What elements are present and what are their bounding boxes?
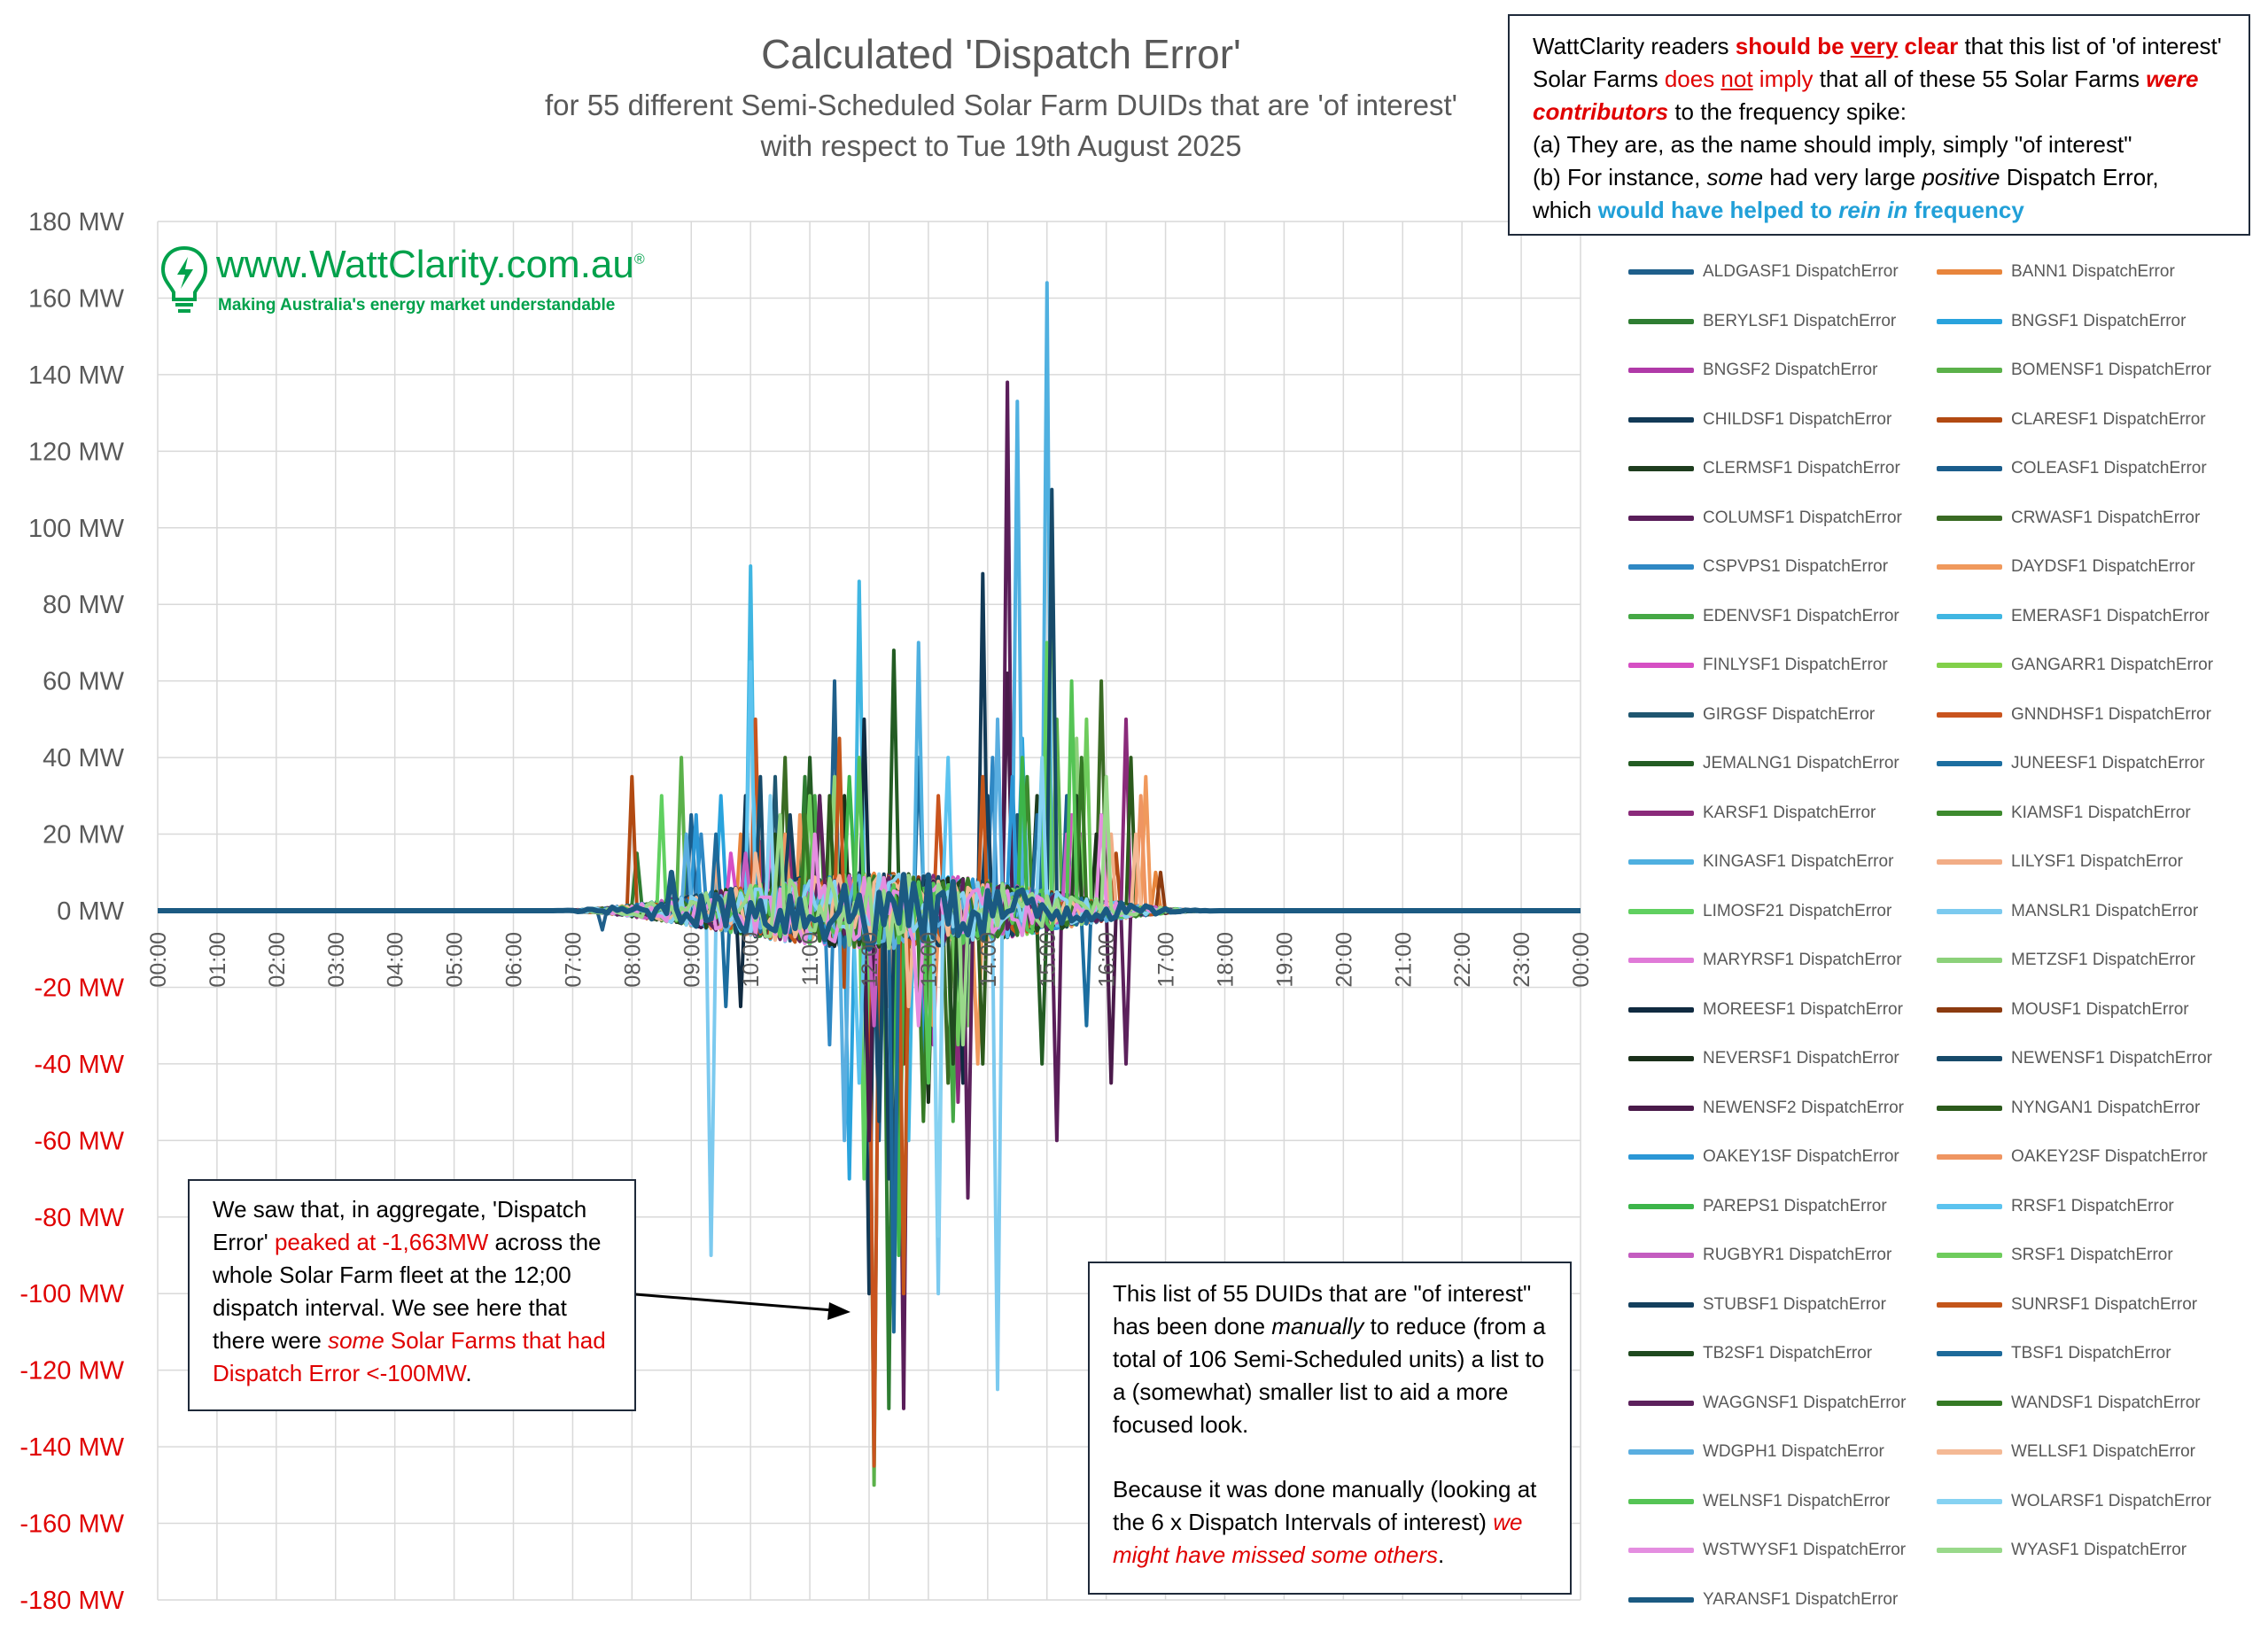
annotation-top-line-1: WattClarity readers should be very clear… [1533, 33, 2222, 125]
annotation-left: We saw that, in aggregate, 'Dispatch Err… [188, 1179, 636, 1411]
y-tick-label: -60 MW [35, 1127, 125, 1155]
annotation-top-right: WattClarity readers should be very clear… [1508, 14, 2250, 236]
annotation-top-line-c: which would have helped to rein in frequ… [1533, 197, 2024, 223]
series-layer [158, 281, 1581, 1487]
x-tick-label: 21:00 [1391, 932, 1416, 988]
x-tick-label: 12:00 [858, 932, 882, 988]
series-line-yaransf1 [158, 869, 1581, 952]
logo-url-text: www.WattClarity.com.au® [216, 243, 645, 286]
y-tick-label: 80 MW [43, 591, 124, 619]
y-tick-label: -160 MW [19, 1510, 124, 1539]
x-tick-label: 19:00 [1272, 932, 1297, 988]
chart-subtitle-line-2: with respect to Tue 19th August 2025 [760, 129, 1242, 162]
y-tick-label: -80 MW [35, 1204, 125, 1232]
lightbulb-icon [160, 245, 208, 313]
x-tick-label: 17:00 [1154, 932, 1179, 988]
annotation-bottom-paragraph-2: Because it was done manually (looking at… [1113, 1476, 1537, 1568]
y-tick-label: 60 MW [43, 668, 124, 696]
x-tick-label: 05:00 [443, 932, 468, 988]
annotation-arrow-head [827, 1302, 850, 1320]
chart-subtitle-line-1: for 55 different Semi-Scheduled Solar Fa… [545, 89, 1457, 121]
y-tick-label: -20 MW [35, 974, 125, 1002]
x-tick-label: 11:00 [798, 932, 823, 986]
x-tick-label: 00:00 [1569, 932, 1594, 988]
x-tick-label: 13:00 [917, 932, 942, 988]
y-tick-label: -140 MW [19, 1433, 124, 1462]
x-tick-label: 01:00 [206, 932, 230, 988]
y-tick-label: 160 MW [28, 284, 125, 313]
x-tick-label: 07:00 [561, 932, 586, 988]
annotation-bottom: This list of 55 DUIDs that are "of inter… [1088, 1262, 1572, 1595]
y-tick-label: -40 MW [35, 1051, 125, 1079]
x-tick-label: 02:00 [265, 932, 290, 988]
y-tick-label: -180 MW [19, 1587, 124, 1615]
annotation-top-line-a: (a) They are, as the name should imply, … [1533, 131, 2132, 158]
y-tick-label: 0 MW [57, 897, 124, 926]
logo-tagline: Making Australia's energy market underst… [218, 296, 616, 314]
x-tick-label: 20:00 [1332, 932, 1356, 988]
x-tick-label: 04:00 [384, 932, 408, 988]
y-tick-label: 140 MW [28, 361, 125, 390]
x-tick-label: 06:00 [502, 932, 527, 988]
x-tick-label: 14:00 [976, 932, 1001, 988]
chart-title: Calculated 'Dispatch Error' [761, 31, 1241, 77]
x-tick-label: 08:00 [620, 932, 645, 988]
x-tick-label: 15:00 [1036, 932, 1060, 988]
y-tick-label: 120 MW [28, 438, 125, 466]
y-axis-ticks: 180 MW 160 MW 140 MW 120 MW 100 MW 80 MW 60 MW… [19, 208, 124, 1615]
annotation-arrow-line [634, 1293, 844, 1313]
y-tick-label: 100 MW [28, 515, 125, 543]
x-tick-label: 16:00 [1095, 932, 1120, 988]
x-tick-label: 10:00 [739, 932, 764, 988]
y-tick-label: -100 MW [19, 1280, 124, 1308]
x-tick-label: 22:00 [1450, 932, 1475, 988]
y-tick-label: -120 MW [19, 1357, 124, 1386]
y-tick-label: 40 MW [43, 744, 124, 773]
x-tick-label: 09:00 [680, 932, 704, 988]
annotation-bottom-paragraph-1: This list of 55 DUIDs that are "of inter… [1113, 1280, 1546, 1438]
x-tick-label: 00:00 [146, 932, 171, 988]
x-tick-label: 18:00 [1214, 932, 1239, 988]
x-axis-ticks: 00:00 01:00 02:00 03:00 04:00 05:00 06:00 07:00… [146, 932, 1594, 988]
wattclarity-logo: www.WattClarity.com.au® Making Australia… [158, 241, 654, 322]
y-tick-label: 20 MW [43, 821, 124, 850]
annotation-top-line-b: (b) For instance, some had very large po… [1533, 164, 2159, 190]
x-tick-label: 23:00 [1510, 932, 1534, 988]
x-tick-label: 03:00 [324, 932, 349, 988]
y-tick-label: 180 MW [28, 208, 125, 237]
